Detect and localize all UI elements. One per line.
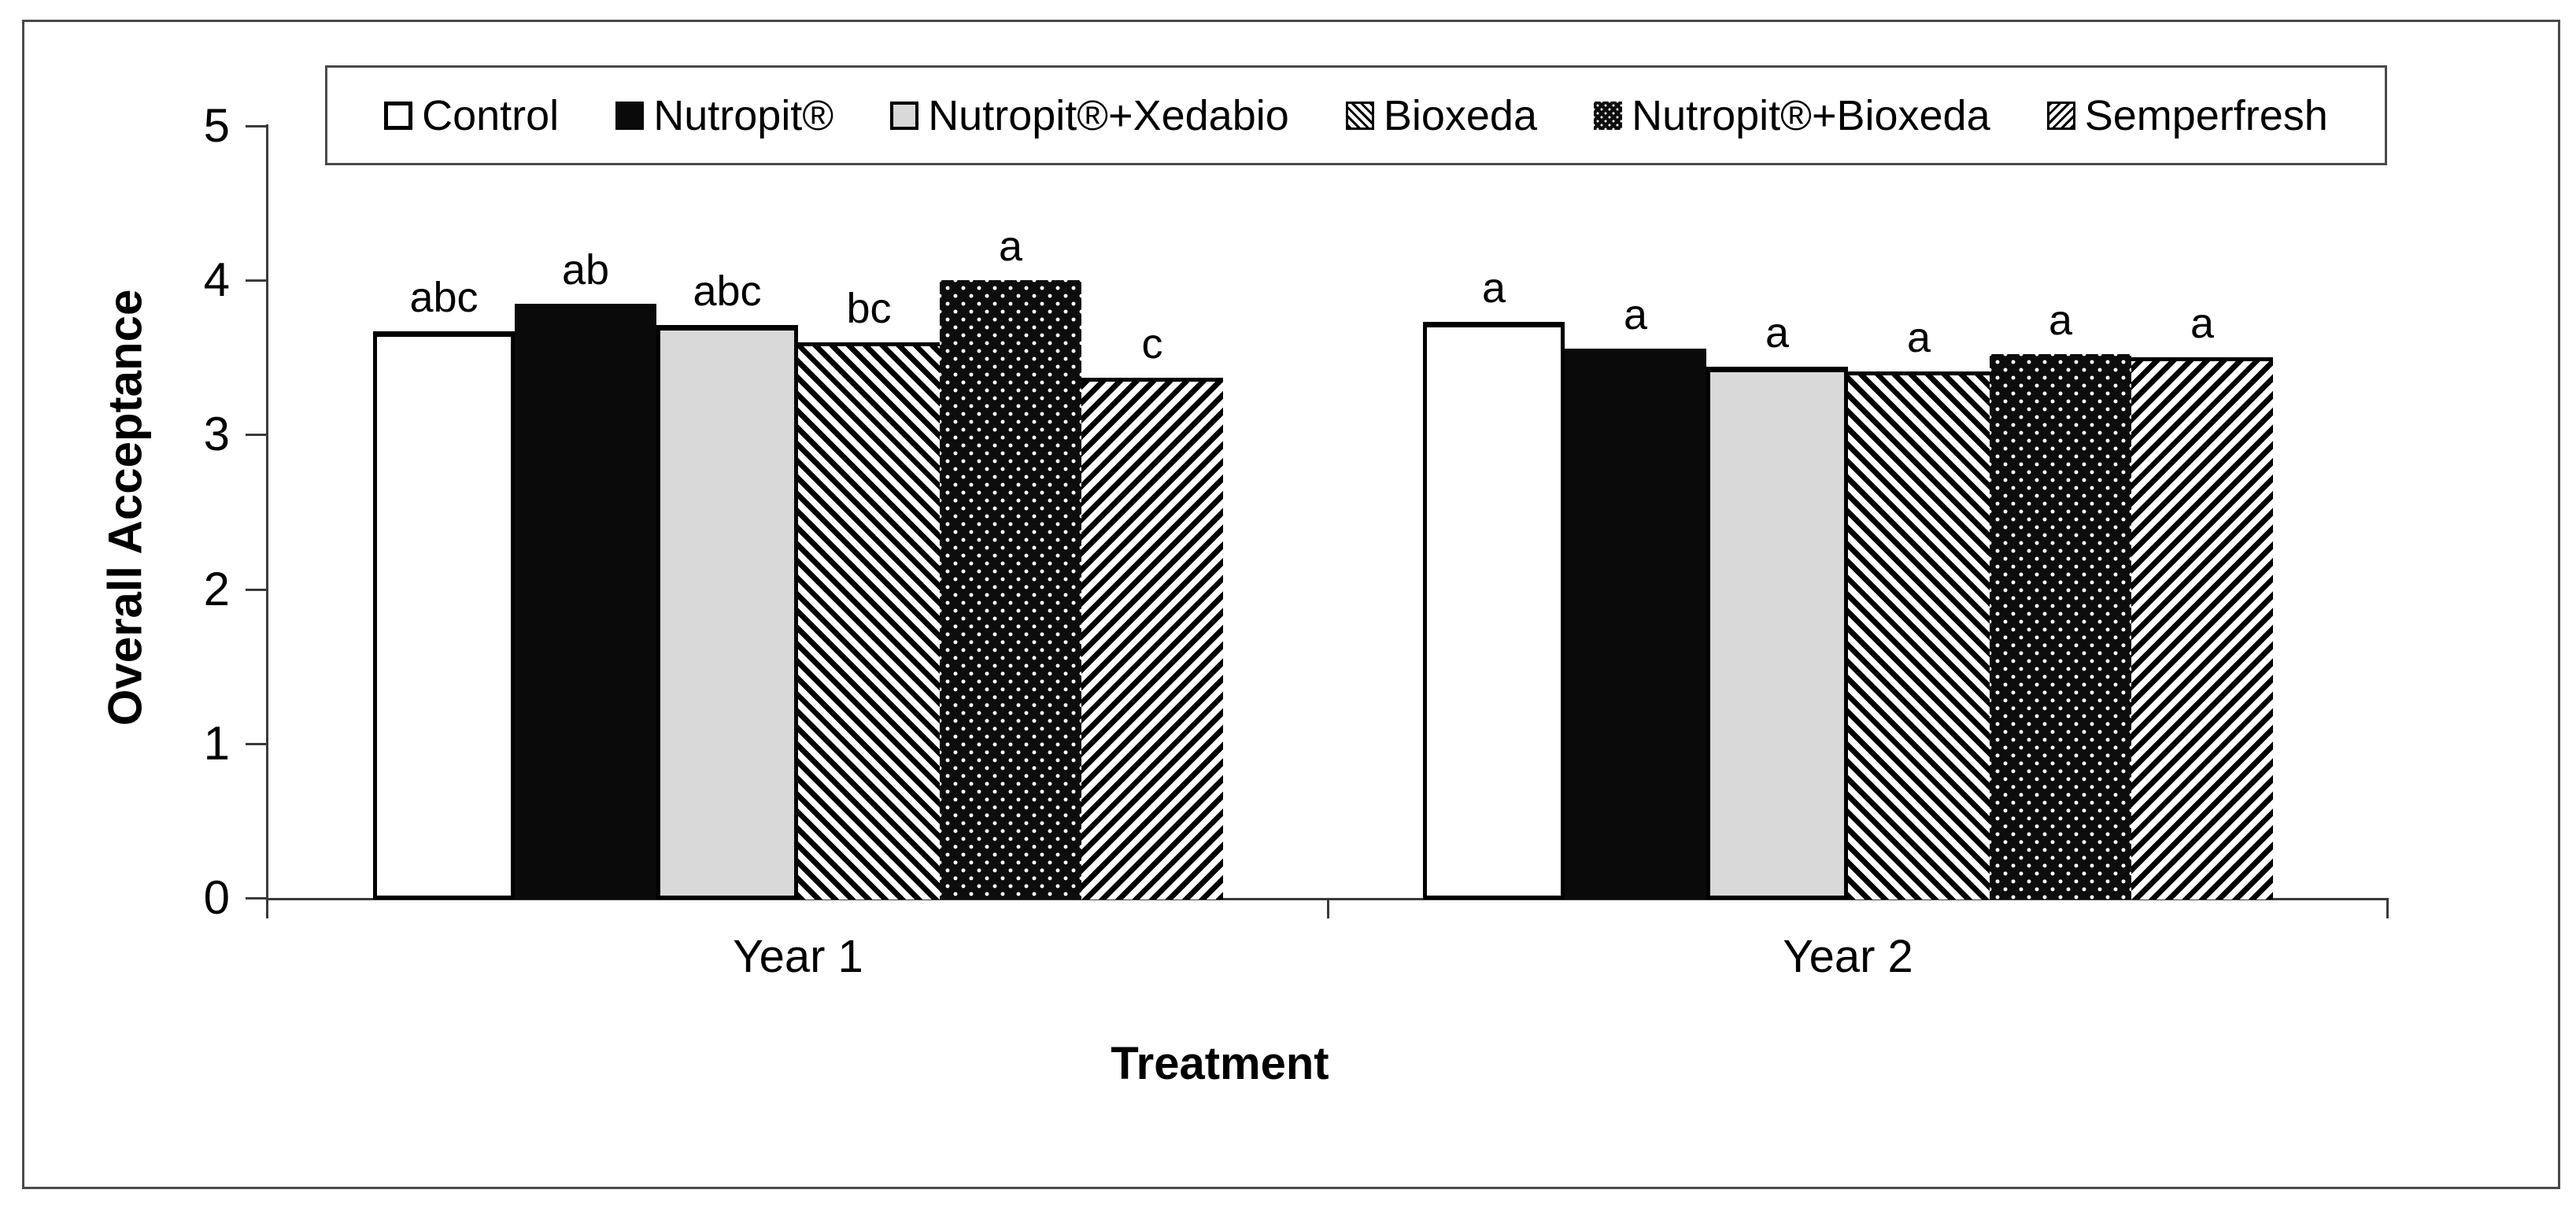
legend-item: Nutropit® [615, 94, 833, 137]
y-axis-title: Overall Acceptance [98, 289, 152, 726]
legend-item: Nutropit®+Xedabio [890, 94, 1289, 137]
x-category-label: Year 1 [733, 931, 863, 982]
bar-white-group1 [373, 331, 515, 900]
bar-black-dots-group2 [1990, 354, 2131, 900]
legend-label: Nutropit® [653, 91, 834, 139]
bar-diagonal-back-group1 [798, 342, 940, 900]
bar-diagonal-back-group2 [1848, 371, 1990, 900]
sig-label: ab [561, 246, 610, 294]
bar-white-group2 [1423, 322, 1565, 900]
sig-label: a [1481, 264, 1506, 312]
x-axis-title: Treatment [1111, 1038, 1329, 1089]
bar-light-gray-group2 [1706, 367, 1848, 900]
x-category-label: Year 2 [1783, 931, 1913, 982]
sig-label: abc [409, 273, 479, 321]
y-tick-label: 5 [203, 99, 230, 152]
sig-label: a [1623, 290, 1648, 338]
sig-label: a [998, 223, 1023, 271]
y-tick-label: 2 [203, 562, 230, 615]
legend-swatch-light-gray-icon [890, 101, 919, 130]
y-tick [246, 742, 266, 745]
bar-solid-black-group2 [1565, 348, 1706, 900]
legend-swatch-black-dots-icon [1594, 101, 1623, 130]
y-axis-line [266, 124, 268, 900]
legend-item: Bioxeda [1345, 91, 1537, 139]
legend-swatch-white-icon [384, 101, 413, 130]
bar-black-dots-group1 [940, 280, 1081, 900]
legend-swatch-diagonal-fwd-icon [2046, 101, 2075, 130]
bar-diagonal-fwd-group2 [2131, 357, 2273, 900]
legend-swatch-solid-black-icon [615, 101, 645, 130]
sig-label: a [1906, 313, 1931, 361]
y-tick [246, 279, 266, 283]
y-tick [246, 125, 266, 127]
sig-label: a [2190, 300, 2215, 348]
legend-label: Nutropit®+Xedabio [928, 91, 1289, 139]
y-tick [246, 434, 266, 437]
y-tick-label: 0 [203, 871, 230, 924]
sig-label: a [1765, 309, 1790, 357]
y-tick-label: 1 [203, 716, 230, 770]
bar-light-gray-group1 [656, 325, 798, 900]
legend: Control Nutropit® Nutropit®+Xedabio Bioxeda… [325, 65, 2387, 165]
sig-label: bc [846, 284, 892, 332]
x-axis-separator-tick [1327, 898, 1329, 918]
y-tick-label: 3 [203, 408, 230, 461]
y-tick [246, 588, 266, 591]
legend-item: Semperfresh [2046, 91, 2328, 139]
legend-swatch-diagonal-back-icon [1345, 101, 1374, 130]
legend-item: Control [384, 94, 559, 137]
bar-solid-black-group1 [515, 303, 656, 900]
x-axis-separator-tick [2386, 898, 2389, 918]
legend-label: Nutropit®+Bioxeda [1632, 91, 1990, 139]
sig-label: abc [693, 268, 762, 316]
sig-label: a [2048, 297, 2073, 345]
y-tick [246, 897, 266, 900]
legend-label: Bioxeda [1383, 91, 1537, 139]
legend-item: Nutropit®+Bioxeda [1594, 94, 1990, 137]
y-tick-label: 4 [203, 253, 230, 307]
bar-diagonal-fwd-group1 [1081, 377, 1223, 900]
legend-label: Semperfresh [2084, 91, 2328, 139]
x-axis-separator-tick [266, 898, 268, 918]
sig-label: c [1141, 320, 1163, 368]
legend-label: Control [422, 91, 560, 139]
